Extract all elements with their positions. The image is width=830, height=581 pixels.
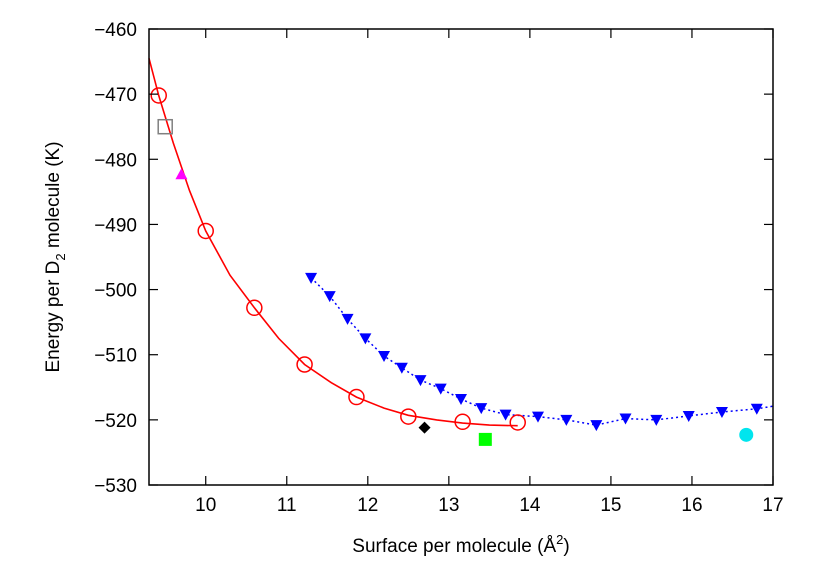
data-point bbox=[531, 411, 544, 423]
x-tick-label: 10 bbox=[195, 495, 216, 516]
data-point bbox=[348, 388, 365, 406]
series-line-1 bbox=[310, 277, 774, 426]
data-point bbox=[175, 168, 188, 180]
data-point bbox=[323, 291, 336, 303]
data-point bbox=[475, 403, 488, 415]
y-tick-label: −480 bbox=[94, 150, 137, 171]
data-point bbox=[434, 383, 447, 395]
x-axis-label-sup: 2 bbox=[556, 532, 563, 547]
x-tick-label: 15 bbox=[600, 495, 621, 516]
plot-frame bbox=[148, 28, 774, 486]
data-point bbox=[650, 414, 663, 426]
data-point bbox=[619, 413, 632, 425]
data-point bbox=[499, 409, 512, 421]
data-point bbox=[414, 375, 427, 387]
y-axis-label-sub: 2 bbox=[53, 253, 68, 260]
data-point bbox=[418, 421, 431, 434]
x-tick-label: 16 bbox=[681, 495, 702, 516]
y-tick-label: −470 bbox=[94, 85, 137, 106]
x-axis-label: Surface per molecule (Å2) bbox=[352, 532, 569, 557]
x-tick-label: 13 bbox=[438, 495, 459, 516]
data-point bbox=[715, 407, 728, 419]
data-point bbox=[296, 356, 313, 373]
data-point bbox=[455, 394, 467, 406]
data-point bbox=[341, 313, 354, 325]
y-tick-label: −530 bbox=[94, 476, 137, 497]
x-tick-label: 11 bbox=[277, 495, 297, 516]
data-point bbox=[150, 87, 167, 104]
axis-ticks bbox=[149, 28, 774, 486]
y-axis-label: Energy per D2 molecule (K) bbox=[43, 141, 68, 372]
data-point bbox=[739, 427, 754, 442]
data-point bbox=[359, 333, 372, 345]
x-tick-label: 17 bbox=[762, 495, 783, 516]
data-point bbox=[197, 222, 214, 240]
data-point bbox=[157, 118, 173, 135]
axis-tick-labels: 10 11 12 13 14 15 16 17 −530 −520 −510 −500 −490 −480… bbox=[94, 20, 783, 516]
data-point bbox=[246, 299, 263, 317]
plot-markers bbox=[150, 87, 763, 446]
data-point bbox=[682, 410, 695, 422]
data-point bbox=[478, 432, 492, 446]
plot-lines bbox=[148, 58, 774, 427]
y-tick-label: −500 bbox=[94, 281, 137, 302]
data-point bbox=[305, 272, 318, 284]
data-point bbox=[454, 413, 471, 431]
data-point bbox=[560, 414, 573, 426]
y-tick-label: −460 bbox=[94, 20, 137, 41]
data-point bbox=[590, 420, 603, 432]
data-point bbox=[750, 403, 763, 415]
data-point bbox=[400, 408, 417, 425]
data-point bbox=[378, 351, 391, 363]
data-point bbox=[509, 414, 526, 431]
series-line-0 bbox=[148, 58, 518, 427]
y-tick-label: −520 bbox=[94, 411, 137, 432]
data-point bbox=[395, 362, 408, 374]
y-tick-label: −490 bbox=[94, 215, 137, 236]
x-tick-label: 14 bbox=[519, 495, 541, 516]
y-tick-label: −510 bbox=[94, 346, 137, 367]
x-tick-label: 12 bbox=[357, 495, 378, 516]
